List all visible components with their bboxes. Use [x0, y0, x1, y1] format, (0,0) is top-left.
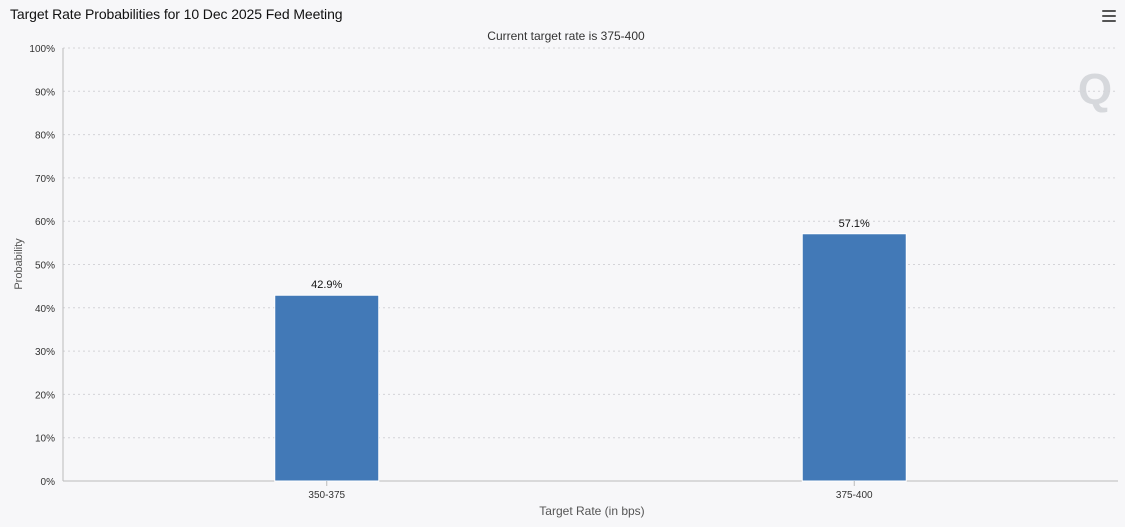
bar[interactable] [801, 233, 907, 482]
y-tick-label: 10% [35, 434, 55, 445]
y-axis-ticks: 0% 10% 20% 30% 40% 50% 60% 70% 80% 90% 100% [29, 44, 55, 488]
y-axis-label: Probability [13, 238, 25, 290]
chart-title: Target Rate Probabilities for 10 Dec 202… [10, 6, 343, 22]
y-tick-label: 50% [35, 261, 55, 272]
bars: 42.9% 57.1% [274, 218, 907, 482]
y-tick-label: 20% [35, 390, 55, 401]
y-tick-label: 70% [35, 174, 55, 185]
grid-lines [62, 47, 1118, 482]
y-tick-label: 90% [35, 87, 55, 98]
hamburger-menu-icon[interactable] [1102, 10, 1116, 22]
y-tick-label: 0% [41, 477, 56, 488]
y-tick-label: 100% [29, 44, 55, 55]
x-axis-label: Target Rate (in bps) [539, 504, 644, 518]
data-label: 42.9% [311, 279, 342, 291]
y-tick-label: 60% [35, 217, 55, 228]
watermark-letter: Q [1078, 65, 1112, 114]
chart-subtitle: Current target rate is 375-400 [487, 29, 645, 43]
x-axis-ticks: 350-375 375-400 [308, 481, 873, 501]
y-tick-label: 30% [35, 347, 55, 358]
y-tick-label: 40% [35, 304, 55, 315]
bar[interactable] [274, 294, 380, 482]
y-tick-label: 80% [35, 131, 55, 142]
x-tick-label: 375-400 [836, 490, 873, 501]
q-logo-icon: Q [1078, 65, 1112, 114]
x-tick-label: 350-375 [308, 490, 345, 501]
data-label: 57.1% [839, 218, 870, 230]
